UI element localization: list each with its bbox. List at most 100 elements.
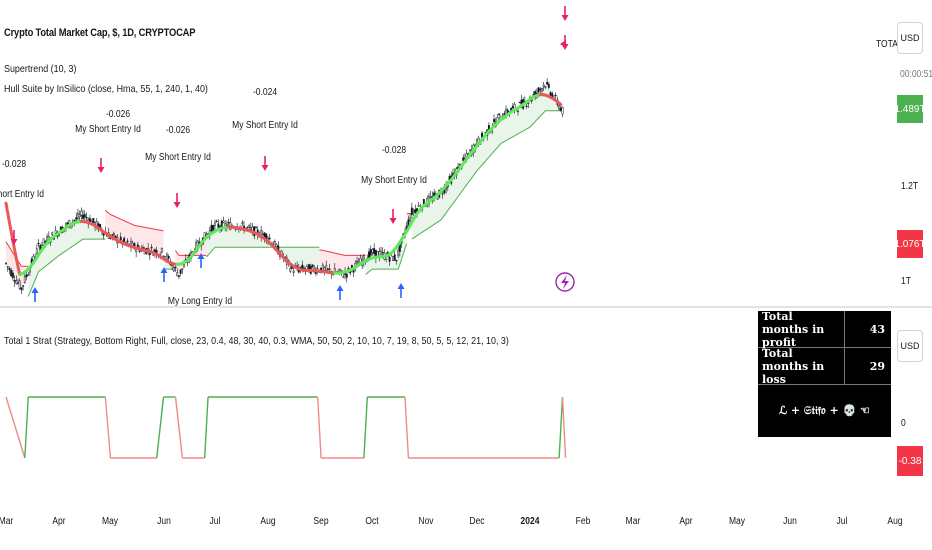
strategy-segment [104, 396, 112, 459]
candle-body [174, 266, 177, 269]
trade-label: My Short Entry Id [361, 175, 427, 186]
candle-body [333, 268, 336, 273]
price-label-partial: 00:00:51 [900, 69, 932, 80]
trade-pnl: -0.026 [105, 109, 131, 120]
candle-body [345, 273, 348, 278]
candle-body [417, 205, 420, 207]
long-arrow-head [31, 287, 39, 293]
strategy-segment [155, 396, 165, 459]
candle-body [10, 270, 13, 277]
stats-row-label: Total months in loss [758, 347, 845, 386]
candle-body [73, 219, 76, 222]
short-arrow-head [173, 202, 181, 208]
stats-row-value: 43 [869, 322, 885, 336]
x-axis-tick: Sep [313, 516, 329, 527]
x-axis-tick: Jul [836, 516, 848, 527]
candle-body [535, 92, 538, 95]
strategy-segment [203, 396, 209, 459]
candle-body [542, 84, 545, 87]
supertrend-up-line [365, 243, 408, 275]
candle-body [342, 276, 345, 278]
candle-body [410, 207, 413, 215]
candle-body [388, 257, 391, 262]
strategy-zero-label: 0 [901, 418, 906, 429]
candle-body [517, 110, 519, 113]
candle-body [80, 210, 83, 216]
candle-body [142, 247, 144, 249]
strategy-currency-button[interactable]: USD [897, 330, 923, 362]
stats-row-value: 29 [869, 359, 885, 373]
candle-body [308, 264, 311, 273]
candle-body [160, 247, 163, 253]
supertrend-fill-area [206, 225, 320, 270]
candle-body [268, 237, 271, 240]
candle-body [326, 268, 329, 270]
candle-body [325, 265, 328, 271]
supertrend-up-line [27, 238, 106, 297]
hull-segment [14, 256, 22, 277]
candle-body [44, 240, 47, 243]
candle-body [18, 280, 21, 289]
candle-body [11, 272, 14, 279]
candle-body [561, 106, 564, 115]
strategy-label[interactable]: Total 1 Strat (Strategy, Bottom Right, F… [4, 335, 509, 347]
candle-body [498, 113, 501, 116]
supertrend-up-line [411, 110, 563, 240]
trade-pnl: -0.028 [1, 159, 27, 170]
candle-body [25, 274, 28, 278]
candle-body [409, 217, 412, 221]
candle-body [35, 248, 38, 254]
candle-body [23, 276, 26, 283]
candle-body [22, 285, 25, 287]
candle-body [85, 216, 88, 219]
candle-body [544, 86, 547, 88]
indicator-hull-suite[interactable]: Hull Suite by InSilico (close, Hma, 55, … [4, 83, 208, 95]
x-axis-tick: Jun [783, 516, 798, 527]
trade-label: My Long Entry Id [167, 296, 233, 307]
candle-body [546, 82, 549, 85]
candle-body [395, 259, 398, 262]
trade-pnl: -0.028 [381, 145, 407, 156]
candle-body [371, 249, 374, 253]
candle-body [37, 242, 40, 245]
strategy-segment [5, 396, 26, 459]
x-axis-tick: Mar [0, 516, 14, 527]
candle-body [356, 261, 358, 263]
strategy-segment [363, 396, 369, 459]
lightning-icon[interactable] [555, 272, 575, 292]
hull-segment [4, 201, 11, 224]
candle-body [75, 217, 78, 220]
candle-body [119, 236, 122, 241]
candle-body [511, 106, 514, 108]
candle-body [178, 275, 180, 277]
indicator-supertrend[interactable]: Supertrend (10, 3) [4, 63, 77, 75]
candle-body [20, 287, 23, 291]
currency-button[interactable]: USD [897, 22, 923, 54]
candle-body [559, 107, 562, 111]
candle-body [323, 267, 326, 271]
candle-body [249, 227, 252, 230]
hull-suite-line [4, 93, 563, 277]
x-axis-tick: Jul [209, 516, 221, 527]
candle-body [213, 222, 216, 226]
candle-body [83, 214, 86, 218]
stats-row-label: Total months in profit [758, 310, 845, 349]
candle-body [289, 267, 292, 272]
trade-label: My Short Entry Id [232, 120, 298, 131]
candle-body [51, 232, 54, 236]
short-arrow-head [10, 239, 18, 245]
candle-body [554, 94, 557, 97]
price-tag-upper: 1.489T [894, 95, 926, 123]
price-label: 1T [901, 276, 911, 287]
candle-body [261, 233, 264, 236]
candle-body [46, 236, 49, 242]
x-axis-tick: Nov [417, 516, 434, 527]
price-tag-lower: 1.076T [894, 230, 926, 258]
x-axis-tick: Apr [52, 516, 66, 527]
x-axis-tick: Jun [156, 516, 171, 527]
candle-body [547, 84, 550, 88]
candle-body [150, 246, 153, 249]
strategy-segment [558, 396, 564, 459]
chart-title: Crypto Total Market Cap, $, 1D, CRYPTOCA… [4, 27, 196, 39]
